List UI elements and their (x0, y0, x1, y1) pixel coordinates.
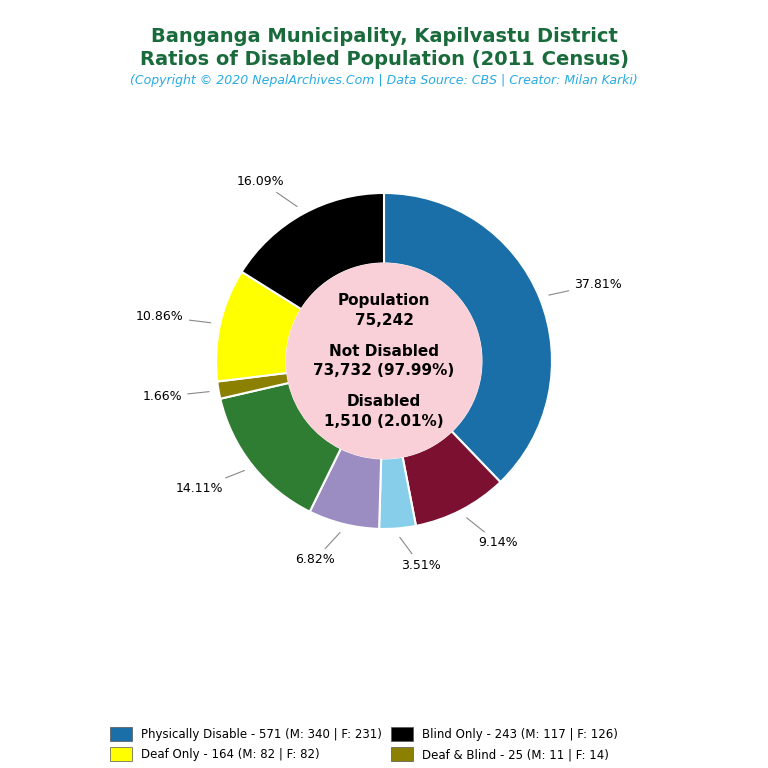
Wedge shape (402, 431, 501, 526)
Text: 10.86%: 10.86% (136, 310, 210, 323)
Wedge shape (220, 383, 341, 511)
Wedge shape (384, 193, 552, 482)
Text: 9.14%: 9.14% (467, 518, 518, 549)
Wedge shape (217, 373, 289, 399)
Text: 14.11%: 14.11% (176, 471, 244, 495)
Legend: Physically Disable - 571 (M: 340 | F: 231), Deaf Only - 164 (M: 82 | F: 82), Spe: Physically Disable - 571 (M: 340 | F: 23… (111, 727, 657, 768)
Text: 1.66%: 1.66% (143, 390, 209, 403)
Wedge shape (310, 449, 381, 529)
Text: 37.81%: 37.81% (549, 278, 622, 295)
Text: Disabled
1,510 (2.01%): Disabled 1,510 (2.01%) (324, 394, 444, 429)
Text: Not Disabled
73,732 (97.99%): Not Disabled 73,732 (97.99%) (313, 343, 455, 379)
Circle shape (286, 263, 482, 458)
Text: Ratios of Disabled Population (2011 Census): Ratios of Disabled Population (2011 Cens… (140, 50, 628, 69)
Text: 6.82%: 6.82% (295, 532, 340, 566)
Text: 3.51%: 3.51% (400, 538, 440, 571)
Wedge shape (379, 457, 416, 529)
Wedge shape (242, 193, 384, 310)
Text: (Copyright © 2020 NepalArchives.Com | Data Source: CBS | Creator: Milan Karki): (Copyright © 2020 NepalArchives.Com | Da… (130, 74, 638, 88)
Text: Population
75,242: Population 75,242 (338, 293, 430, 328)
Wedge shape (216, 272, 301, 382)
Text: 16.09%: 16.09% (237, 175, 297, 207)
Text: Banganga Municipality, Kapilvastu District: Banganga Municipality, Kapilvastu Distri… (151, 27, 617, 46)
